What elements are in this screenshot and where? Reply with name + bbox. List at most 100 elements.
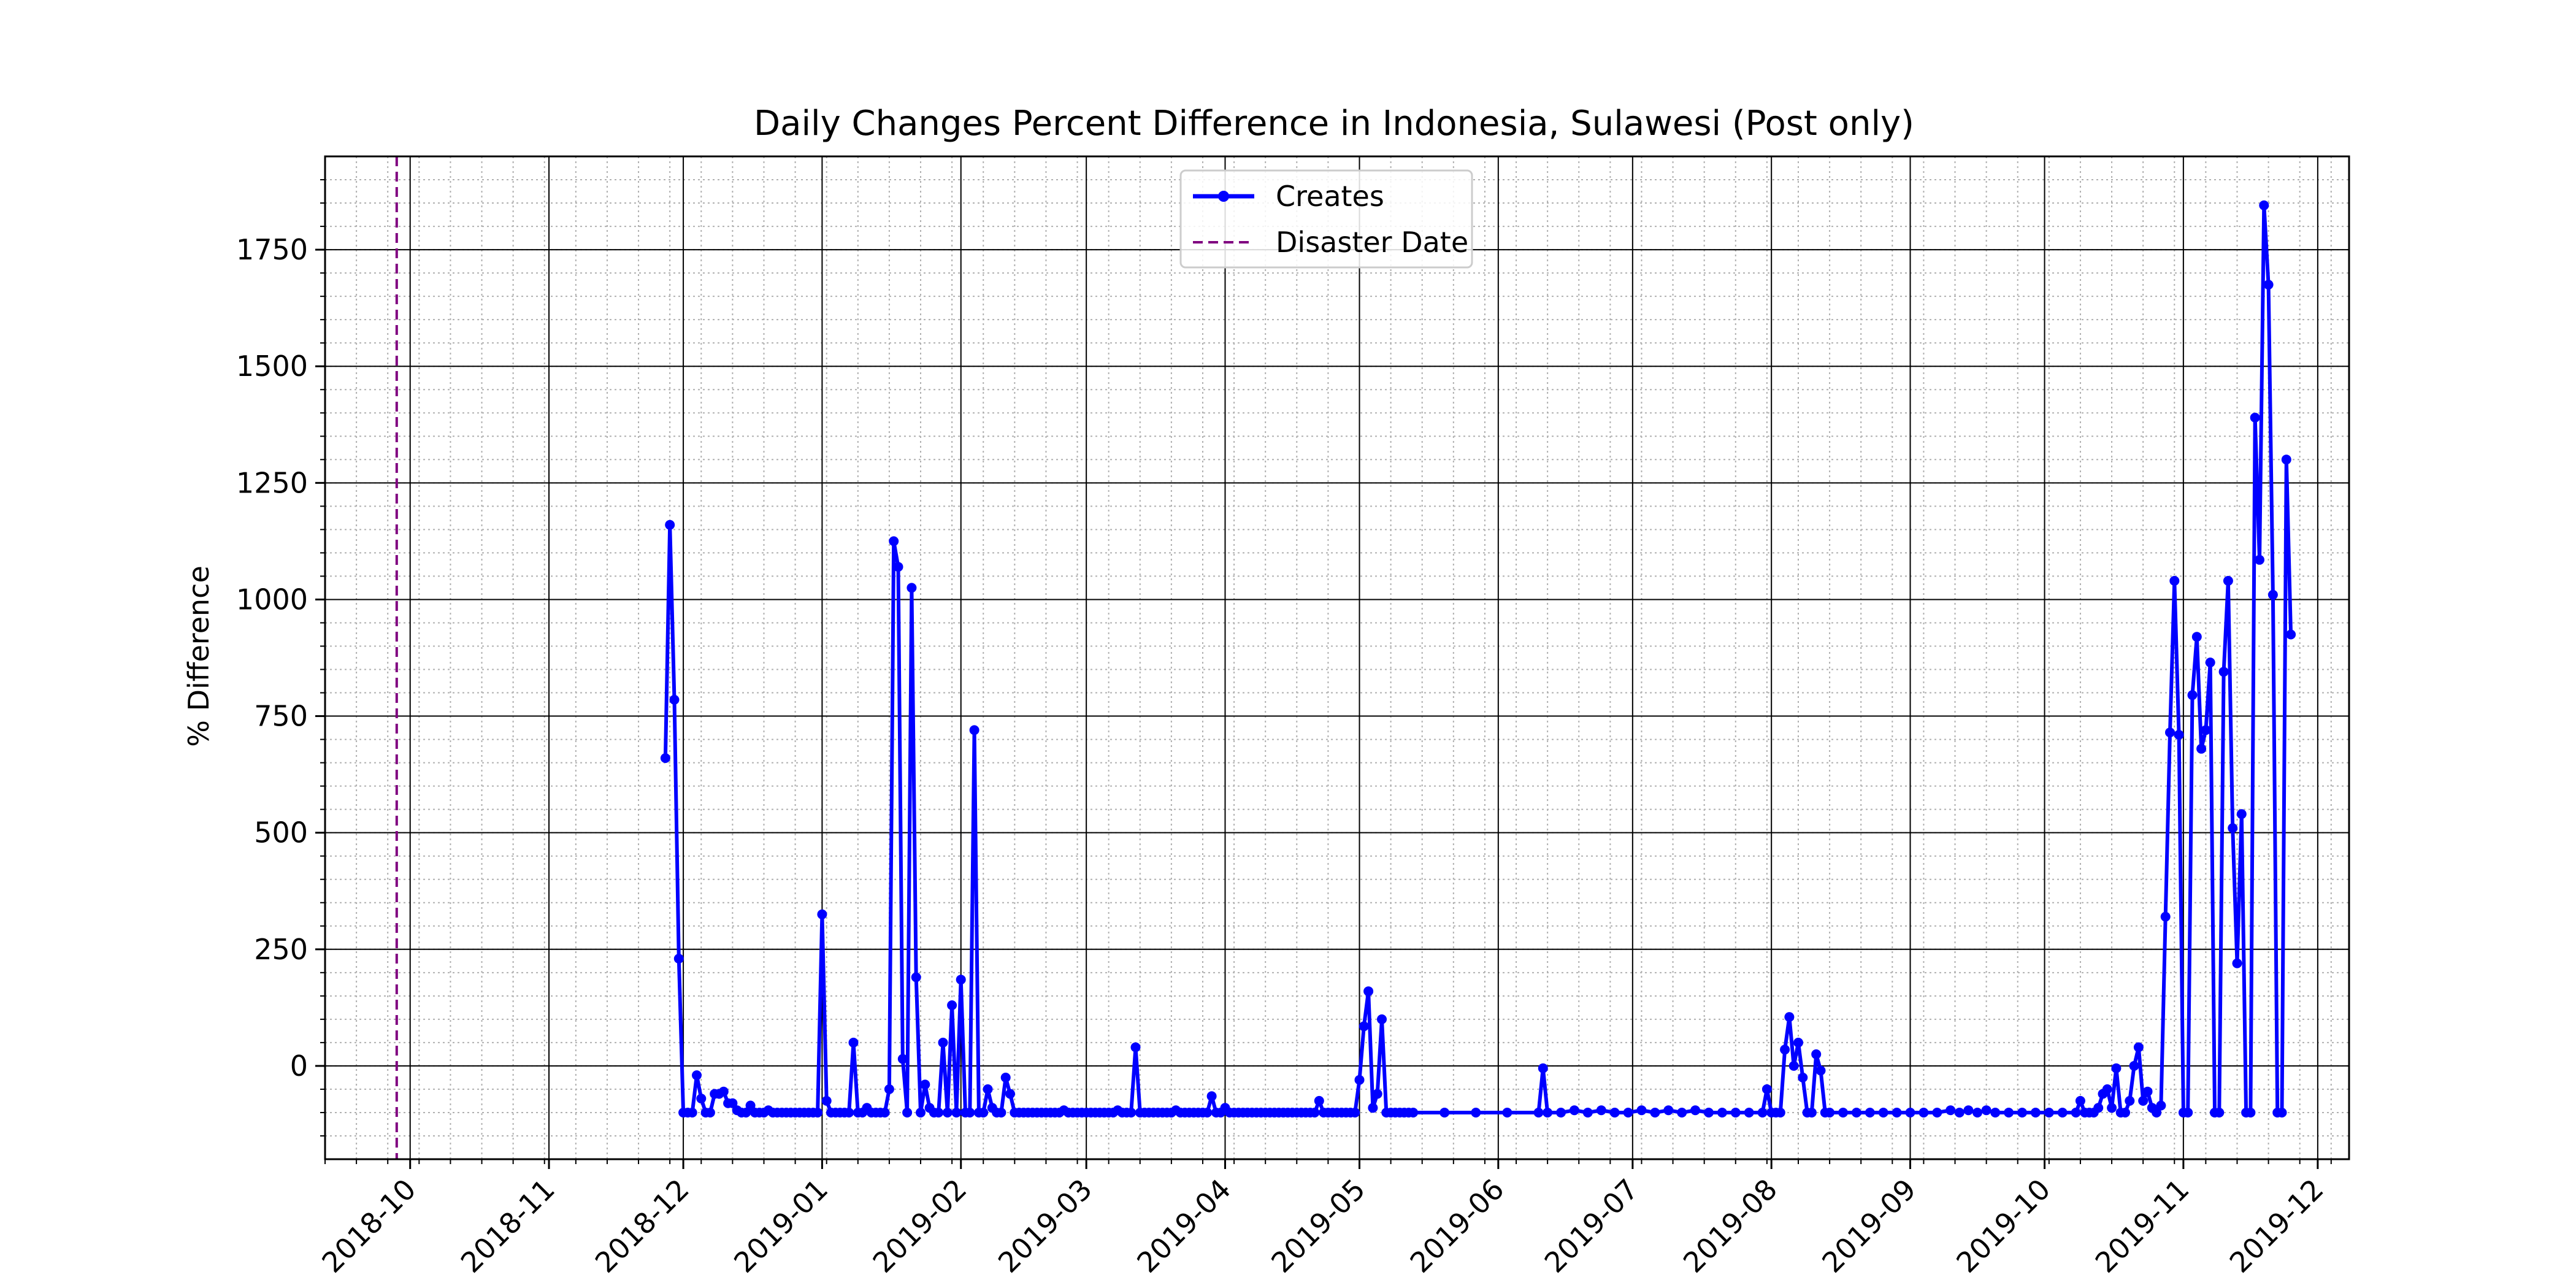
creates-point xyxy=(1757,1108,1768,1117)
legend: Creates Disaster Date xyxy=(1179,169,1473,269)
creates-point xyxy=(2205,657,2215,668)
creates-point xyxy=(2138,1095,2149,1106)
creates-point xyxy=(2250,412,2260,423)
creates-point xyxy=(1815,1065,1826,1076)
creates-point xyxy=(2125,1095,2135,1106)
creates-point xyxy=(1892,1108,1902,1117)
creates-point xyxy=(1990,1108,2001,1117)
creates-point xyxy=(2259,200,2269,210)
creates-point xyxy=(844,1108,854,1117)
creates-point xyxy=(2165,727,2175,738)
creates-point xyxy=(1690,1105,1701,1116)
creates-point xyxy=(1775,1108,1785,1117)
creates-point xyxy=(1005,1089,1015,1099)
creates-point xyxy=(1650,1108,1660,1117)
creates-point xyxy=(2196,743,2207,754)
creates-point xyxy=(2152,1108,2162,1117)
y-tick-label: 1000 xyxy=(236,583,308,616)
x-tick-label: 2019-12 xyxy=(2223,1173,2330,1279)
creates-point xyxy=(2107,1103,2117,1113)
creates-point xyxy=(1596,1105,1606,1116)
creates-point xyxy=(2267,589,2278,600)
creates-point xyxy=(1825,1108,1835,1117)
creates-point xyxy=(2111,1063,2122,1073)
creates-point xyxy=(1963,1105,1974,1116)
creates-point xyxy=(1780,1045,1790,1055)
creates-point xyxy=(1730,1108,1741,1117)
creates-point xyxy=(2169,576,2180,586)
creates-point xyxy=(2156,1100,2166,1111)
creates-point xyxy=(2263,280,2274,290)
creates-point xyxy=(1744,1108,1754,1117)
creates-point xyxy=(2071,1108,2081,1117)
x-tick-label: 2018-12 xyxy=(589,1173,696,1279)
y-tick-label: 1750 xyxy=(236,233,308,266)
creates-point xyxy=(1609,1108,1620,1117)
creates-point xyxy=(2142,1086,2153,1097)
creates-point xyxy=(2129,1060,2139,1071)
creates-point xyxy=(2057,1108,2068,1117)
creates-point xyxy=(817,909,827,919)
creates-point xyxy=(1761,1084,1772,1094)
y-axis-label: % Difference xyxy=(182,565,215,746)
creates-point xyxy=(2228,823,2238,834)
x-tick-label: 2019-09 xyxy=(1815,1173,1922,1279)
creates-point xyxy=(1130,1042,1141,1052)
creates-point xyxy=(1945,1105,1956,1116)
plot-frame xyxy=(324,155,2350,1160)
creates-point xyxy=(1314,1095,1324,1106)
major-gridlines xyxy=(325,156,2349,1159)
creates-point xyxy=(2218,667,2229,677)
creates-point xyxy=(1126,1108,1137,1117)
creates-point xyxy=(893,562,903,572)
creates-point xyxy=(1582,1108,1593,1117)
y-tick-label: 1250 xyxy=(236,466,308,499)
creates-point xyxy=(1623,1108,1633,1117)
creates-point xyxy=(1972,1108,1982,1117)
creates-point xyxy=(2187,690,2198,700)
creates-point xyxy=(1784,1012,1795,1022)
creates-point xyxy=(2236,809,2247,819)
creates-point xyxy=(2281,454,2291,465)
creates-point xyxy=(1372,1089,1382,1099)
creates-point xyxy=(1919,1108,1929,1117)
creates-point xyxy=(916,1108,926,1117)
creates-point xyxy=(1363,986,1374,997)
creates-point xyxy=(813,1108,823,1117)
legend-creates-label: Creates xyxy=(1276,180,1384,213)
creates-point xyxy=(2044,1108,2054,1117)
x-tick-label: 2019-01 xyxy=(727,1173,834,1279)
creates-point xyxy=(1556,1108,1566,1117)
creates-point xyxy=(2245,1108,2256,1117)
creates-point xyxy=(911,972,921,983)
creates-point xyxy=(2201,725,2211,735)
creates-point xyxy=(1704,1108,1714,1117)
creates-point xyxy=(1798,1072,1808,1083)
creates-point xyxy=(1377,1014,1387,1024)
y-tick-label: 250 xyxy=(254,933,308,966)
creates-point xyxy=(2120,1108,2130,1117)
creates-point xyxy=(2232,958,2242,968)
creates-point xyxy=(902,1108,913,1117)
creates-point xyxy=(1793,1037,1803,1048)
creates-point xyxy=(1471,1108,1481,1117)
creates-point xyxy=(884,1084,894,1094)
creates-point xyxy=(718,1086,729,1097)
y-tick-label: 0 xyxy=(290,1049,308,1083)
x-tick-label: 2019-10 xyxy=(1950,1173,2057,1279)
creates-point xyxy=(1350,1108,1360,1117)
creates-point xyxy=(2214,1108,2225,1117)
creates-point xyxy=(2017,1108,2027,1117)
creates-point xyxy=(1543,1108,1553,1117)
creates-point xyxy=(1439,1108,1450,1117)
creates-point xyxy=(2030,1108,2041,1117)
creates-point xyxy=(1905,1108,1915,1117)
creates-point xyxy=(1838,1108,1848,1117)
creates-point xyxy=(692,1070,702,1081)
y-tick-label: 1500 xyxy=(236,350,308,383)
creates-point xyxy=(2223,576,2233,586)
creates-point xyxy=(1569,1105,1579,1116)
creates-point xyxy=(2160,911,2171,922)
creates-point xyxy=(996,1108,1006,1117)
creates-point xyxy=(1865,1108,1875,1117)
